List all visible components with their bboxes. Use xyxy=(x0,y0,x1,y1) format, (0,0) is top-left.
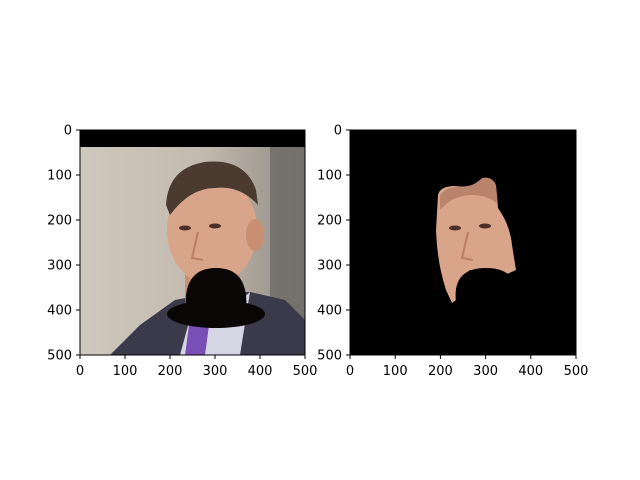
segmented-eye-right xyxy=(479,223,491,229)
right-x-tick-label: 200 xyxy=(428,364,453,379)
right-x-tick-label: 0 xyxy=(346,364,354,379)
left-x-tick-label: 400 xyxy=(248,364,273,379)
right-y-tick-label: 500 xyxy=(317,349,342,364)
face xyxy=(167,175,257,285)
left-y-tick-label: 200 xyxy=(47,214,72,229)
left-y-tick-label: 100 xyxy=(47,169,72,184)
right-y-tick-label: 400 xyxy=(317,304,342,319)
left-y-tick-label: 500 xyxy=(47,349,72,364)
segmented-eye-left xyxy=(449,225,461,231)
right-x-tick-label: 400 xyxy=(518,364,543,379)
right-image-panel xyxy=(350,130,576,355)
ear xyxy=(246,219,264,251)
right-x-tick-label: 300 xyxy=(473,364,498,379)
eye-right xyxy=(209,223,221,229)
right-y-tick-label: 200 xyxy=(317,214,342,229)
hat-mask xyxy=(455,268,517,302)
right-x-tick-label: 500 xyxy=(564,364,589,379)
left-y-tick-label: 400 xyxy=(47,304,72,319)
left-image-panel xyxy=(80,130,305,355)
hat-crown xyxy=(185,268,247,312)
right-axes-frame xyxy=(349,129,577,356)
nose xyxy=(190,231,204,261)
left-x-tick-label: 500 xyxy=(293,364,318,379)
right-y-tick-label: 100 xyxy=(317,169,342,184)
hair xyxy=(166,161,258,215)
segmented-hair xyxy=(440,177,498,210)
right-x-tick-label: 100 xyxy=(383,364,408,379)
left-x-tick-label: 0 xyxy=(76,364,84,379)
left-x-tick-label: 200 xyxy=(158,364,183,379)
left-x-tick-label: 300 xyxy=(203,364,228,379)
axes-layer: 0 100 200 300 400 500 0 100 200 300 400 500 0 100 200 3… xyxy=(47,124,588,380)
left-y-tick-label: 300 xyxy=(47,259,72,274)
top-black-bar xyxy=(80,130,305,147)
left-x-tick-label: 100 xyxy=(113,364,138,379)
right-y-tick-label: 300 xyxy=(317,259,342,274)
segmented-nose xyxy=(460,231,474,261)
left-axes-frame xyxy=(79,129,306,356)
left-y-tick-label: 0 xyxy=(64,124,72,139)
right-y-tick-label: 0 xyxy=(334,124,342,139)
eye-left xyxy=(179,225,191,231)
